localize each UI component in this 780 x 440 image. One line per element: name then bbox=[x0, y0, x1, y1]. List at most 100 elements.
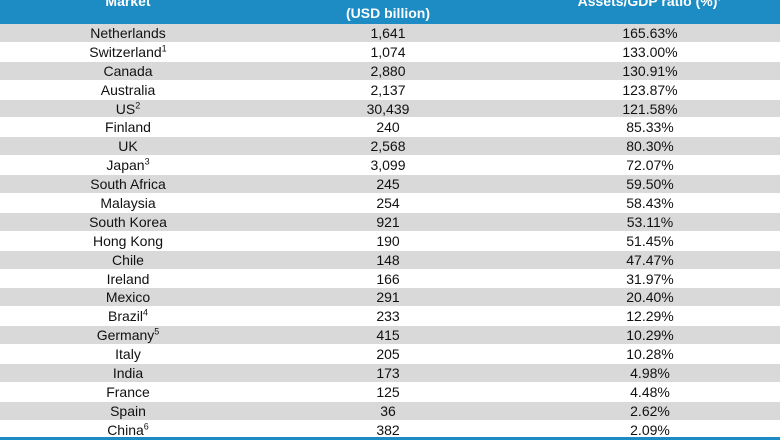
assets-cell: 36 bbox=[380, 402, 396, 419]
market-name: Chile bbox=[112, 251, 144, 268]
market-name: South Africa bbox=[90, 176, 166, 193]
market-name: Finland bbox=[105, 119, 151, 136]
market-name: Hong Kong bbox=[92, 232, 164, 249]
table-row: Mexico 291 20.40% bbox=[0, 288, 780, 308]
table-bottom-rule bbox=[0, 437, 780, 440]
assets-cell: 240 bbox=[376, 119, 400, 136]
assets-cell: 125 bbox=[376, 383, 400, 400]
market-cell: Brazil4 bbox=[0, 307, 256, 325]
market-footnote: 2 bbox=[135, 99, 141, 110]
ratio-cell: 10.29% bbox=[626, 327, 674, 344]
table-row: Switzerland1 1,074 133.00% bbox=[0, 42, 780, 62]
assets-cell: 148 bbox=[376, 251, 400, 268]
market-cell: India bbox=[0, 364, 256, 382]
assets-cell: 2,568 bbox=[370, 138, 406, 155]
assets-cell: 190 bbox=[376, 232, 400, 249]
ratio-cell: 59.50% bbox=[626, 176, 674, 193]
table-row: South Korea 921 53.11% bbox=[0, 212, 780, 232]
table-row: Japan3 3,099 72.07% bbox=[0, 156, 780, 176]
market-cell: Germany5 bbox=[0, 326, 256, 344]
market-cell: Finland bbox=[0, 118, 256, 136]
market-cell: Spain bbox=[0, 402, 256, 420]
assets-cell: 254 bbox=[376, 195, 400, 212]
market-cell: Switzerland1 bbox=[0, 43, 256, 61]
assets-cell: 1,074 bbox=[370, 43, 406, 60]
assets-cell: 2,880 bbox=[370, 62, 406, 79]
market-cell: Italy bbox=[0, 345, 256, 363]
ratio-cell: 4.98% bbox=[630, 365, 670, 382]
table-row: South Africa 245 59.50% bbox=[0, 175, 780, 195]
market-name: Netherlands bbox=[90, 25, 166, 41]
ratio-cell: 2.62% bbox=[630, 402, 670, 419]
ratio-cell: 130.91% bbox=[622, 62, 678, 79]
ratio-cell: 31.97% bbox=[626, 270, 674, 287]
ratio-cell: 10.28% bbox=[626, 346, 674, 363]
market-name: Canada bbox=[103, 62, 153, 79]
market-cell: UK bbox=[0, 137, 256, 155]
market-name: Italy bbox=[115, 346, 141, 363]
table-row: Ireland 166 31.97% bbox=[0, 269, 780, 289]
assets-cell: 921 bbox=[376, 213, 400, 230]
ratio-cell: 20.40% bbox=[626, 289, 674, 306]
market-name: Australia bbox=[100, 81, 156, 98]
table-row: Germany5 415 10.29% bbox=[0, 326, 780, 346]
market-name: South Korea bbox=[89, 213, 167, 230]
table-row: Finland 240 85.33% bbox=[0, 118, 780, 138]
market-cell: China6 bbox=[0, 421, 256, 439]
market-cell: Canada bbox=[0, 62, 256, 80]
market-cell: France bbox=[0, 383, 256, 401]
market-name: Switzerland bbox=[89, 43, 162, 60]
header-market: Market bbox=[105, 0, 151, 9]
table-row: Brazil4 233 12.29% bbox=[0, 307, 780, 327]
assets-cell: 245 bbox=[376, 176, 400, 193]
ratio-cell: 51.45% bbox=[626, 232, 674, 249]
ratio-cell: 80.30% bbox=[626, 138, 674, 155]
market-cell: Mexico bbox=[0, 288, 256, 306]
ratio-cell: 12.29% bbox=[626, 308, 674, 325]
market-name: Japan bbox=[106, 157, 145, 174]
ratio-cell: 72.07% bbox=[626, 157, 674, 174]
header-ratio-label: Assets/GDP ratio (%) bbox=[577, 0, 718, 9]
ratio-cell: 85.33% bbox=[626, 119, 674, 136]
market-name: Mexico bbox=[105, 289, 151, 306]
market-cell: Japan3 bbox=[0, 156, 256, 174]
market-name: Malaysia bbox=[100, 195, 156, 212]
table-row: Australia 2,137 123.87% bbox=[0, 80, 780, 100]
market-name: Brazil bbox=[107, 308, 143, 325]
table-row: Malaysia 254 58.43% bbox=[0, 194, 780, 213]
assets-cell: 173 bbox=[376, 365, 400, 382]
table-row: France 125 4.48% bbox=[0, 382, 780, 402]
market-cell: Ireland bbox=[0, 270, 256, 288]
table-row: Spain 36 2.62% bbox=[0, 401, 780, 421]
market-name: UK bbox=[118, 138, 138, 155]
ratio-cell: 4.48% bbox=[630, 383, 670, 400]
table-row: Chile 148 47.47% bbox=[0, 250, 780, 270]
market-name: China bbox=[107, 421, 144, 438]
market-cell: Malaysia bbox=[0, 194, 256, 212]
ratio-cell: 2.09% bbox=[630, 421, 670, 438]
market-footnote: 4 bbox=[143, 307, 149, 318]
assets-cell: 166 bbox=[376, 270, 400, 287]
table-row: Italy 205 10.28% bbox=[0, 345, 780, 365]
header-assets: (USD billion) bbox=[346, 5, 430, 21]
market-footnote: 1 bbox=[161, 43, 167, 54]
table-row: Netherlands 1,641 165.63% bbox=[0, 24, 780, 43]
market-cell: Hong Kong bbox=[0, 232, 256, 250]
market-name: Germany bbox=[96, 327, 155, 344]
ratio-cell: 133.00% bbox=[622, 43, 678, 60]
market-footnote: 5 bbox=[154, 326, 160, 337]
market-cell: South Korea bbox=[0, 213, 256, 231]
assets-cell: 1,641 bbox=[370, 25, 406, 41]
assets-cell: 30,439 bbox=[366, 100, 410, 117]
table-row: UK 2,568 80.30% bbox=[0, 137, 780, 157]
market-name: Ireland bbox=[106, 270, 150, 287]
ratio-cell: 58.43% bbox=[626, 195, 674, 212]
assets-cell: 291 bbox=[376, 289, 400, 306]
market-name: France bbox=[106, 383, 150, 400]
market-name: India bbox=[112, 365, 144, 382]
market-footnote: 6 bbox=[143, 421, 149, 432]
assets-cell: 205 bbox=[376, 346, 400, 363]
market-cell: South Africa bbox=[0, 175, 256, 193]
assets-cell: 233 bbox=[376, 308, 400, 325]
